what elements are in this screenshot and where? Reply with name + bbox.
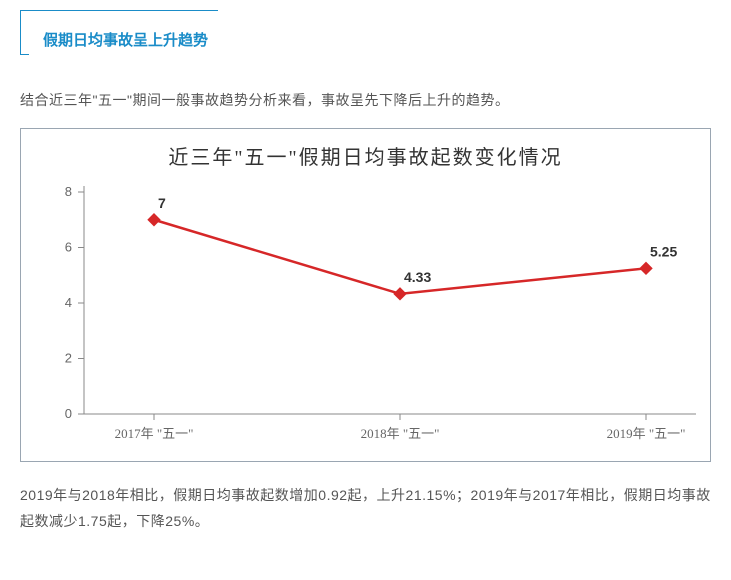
svg-text:2017年 "五一": 2017年 "五一"	[115, 426, 194, 441]
svg-text:5.25: 5.25	[650, 243, 677, 259]
section-heading-text: 假期日均事故呈上升趋势	[29, 21, 224, 58]
svg-text:6: 6	[65, 239, 72, 254]
intro-paragraph: 结合近三年"五一"期间一般事故趋势分析来看，事故呈先下降后上升的趋势。	[20, 87, 711, 114]
svg-text:近三年"五一"假期日均事故起数变化情况: 近三年"五一"假期日均事故起数变化情况	[168, 146, 562, 169]
section-heading-box: 假期日均事故呈上升趋势	[20, 10, 218, 55]
svg-text:4.33: 4.33	[404, 268, 431, 284]
svg-text:2: 2	[65, 350, 72, 365]
outro-paragraph: 2019年与2018年相比，假期日均事故起数增加0.92起，上升21.15%；2…	[20, 482, 711, 535]
svg-text:2019年 "五一": 2019年 "五一"	[607, 426, 686, 441]
svg-text:4: 4	[65, 295, 72, 310]
chart-container: 近三年"五一"假期日均事故起数变化情况 0 2 4 6 8 2017年 "五一" 2018年 …	[20, 128, 711, 462]
svg-text:7: 7	[158, 194, 166, 210]
svg-text:8: 8	[65, 184, 72, 199]
svg-text:2018年 "五一": 2018年 "五一"	[361, 426, 440, 441]
line-chart: 近三年"五一"假期日均事故起数变化情况 0 2 4 6 8 2017年 "五一" 2018年 …	[20, 128, 711, 462]
svg-text:0: 0	[65, 406, 72, 421]
